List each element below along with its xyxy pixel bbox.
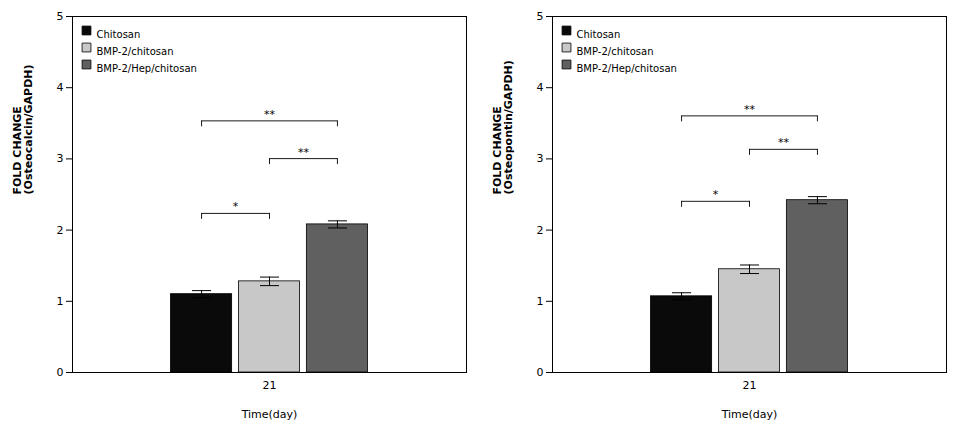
svg-text:1: 1 (57, 295, 64, 308)
svg-text:4: 4 (537, 81, 544, 94)
svg-text:0: 0 (57, 366, 64, 379)
svg-text:0: 0 (537, 366, 544, 379)
svg-text:*: * (713, 188, 719, 201)
svg-text:Chitosan: Chitosan (577, 29, 621, 40)
svg-text:3: 3 (57, 152, 64, 165)
svg-text:Chitosan: Chitosan (97, 29, 141, 40)
svg-text:1: 1 (537, 295, 544, 308)
svg-text:BMP-2/chitosan: BMP-2/chitosan (577, 46, 654, 57)
svg-text:**: ** (264, 108, 276, 121)
svg-text:21: 21 (263, 379, 277, 392)
svg-text:2: 2 (57, 224, 64, 237)
svg-text:BMP-2/Hep/chitosan: BMP-2/Hep/chitosan (97, 63, 197, 74)
svg-text:**: ** (744, 103, 756, 116)
svg-text:Time(day): Time(day) (721, 408, 778, 421)
svg-text:5: 5 (57, 10, 64, 23)
svg-text:5: 5 (537, 10, 544, 23)
svg-text:Time(day): Time(day) (241, 408, 298, 421)
svg-text:3: 3 (537, 152, 544, 165)
svg-text:BMP-2/Hep/chitosan: BMP-2/Hep/chitosan (577, 63, 677, 74)
svg-text:21: 21 (743, 379, 757, 392)
svg-text:**: ** (298, 146, 310, 159)
svg-text:**: ** (778, 136, 790, 149)
svg-text:FOLD CHANGE(Osteocalcin/GAPDH): FOLD CHANGE(Osteocalcin/GAPDH) (11, 64, 35, 194)
svg-text:*: * (233, 200, 239, 213)
svg-text:2: 2 (537, 224, 544, 237)
svg-text:FOLD CHANGE(Osteopontin/GAPDH): FOLD CHANGE(Osteopontin/GAPDH) (491, 60, 515, 194)
svg-text:BMP-2/chitosan: BMP-2/chitosan (97, 46, 174, 57)
svg-text:4: 4 (57, 81, 64, 94)
